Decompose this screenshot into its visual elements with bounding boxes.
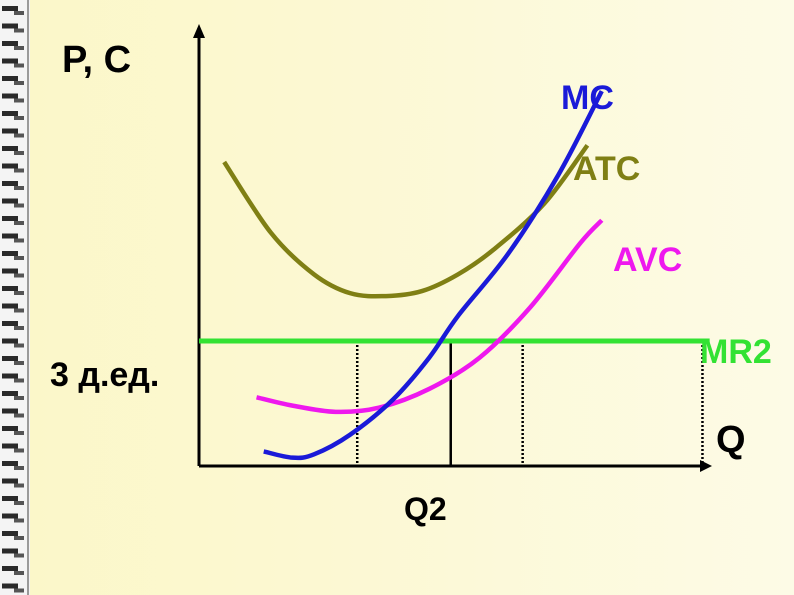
series-line-atc [222,143,590,299]
series-label-mr2: MR2 [700,333,772,371]
spiral-ring [2,268,24,278]
series-line-mc [263,90,604,461]
spiral-ring [2,163,24,173]
spiral-ring [2,548,24,558]
spiral-ring [2,583,24,593]
spiral-ring [2,286,24,295]
spiral-ring [2,41,24,50]
spiral-ring [2,216,24,225]
spiral-ring [2,233,24,243]
spiral-ring [2,373,24,383]
x-axis-label: Q [716,419,746,461]
spiral-ring [2,181,24,190]
spiral-ring [2,391,24,400]
y-axis-label: P, C [62,39,131,81]
spiral-ring [2,6,24,15]
series-label-avc: AVC [613,241,682,279]
spiral-ring [2,408,24,418]
spiral-ring [2,513,24,523]
spiral-ring [2,198,24,208]
spiral-ring [2,461,24,470]
notebook-spiral-binding [0,0,30,595]
spiral-ring [2,321,24,330]
series-label-atc: ATC [573,150,640,188]
spiral-ring [2,251,24,260]
x-tick-label-q2: Q2 [404,491,447,527]
y-axis-arrow [193,24,205,38]
series-line-avc [256,218,604,415]
x-axis-arrow [700,460,712,472]
spiral-ring [2,128,24,138]
spiral-ring [2,338,24,348]
spiral-ring [2,111,24,120]
spiral-ring [2,356,24,365]
spiral-ring [2,566,24,575]
spiral-ring [2,426,24,435]
y-tick-label: 3 д.ед. [50,356,159,394]
spiral-ring [2,478,24,488]
spiral-ring [2,443,24,453]
spiral-ring [2,531,24,540]
spiral-ring [2,146,24,155]
spiral-ring [2,23,24,33]
spiral-ring [2,58,24,68]
spiral-ring [2,93,24,103]
spiral-ring [2,76,24,85]
series-label-mc: MC [561,79,614,117]
spiral-ring [2,496,24,505]
spiral-ring [2,303,24,313]
